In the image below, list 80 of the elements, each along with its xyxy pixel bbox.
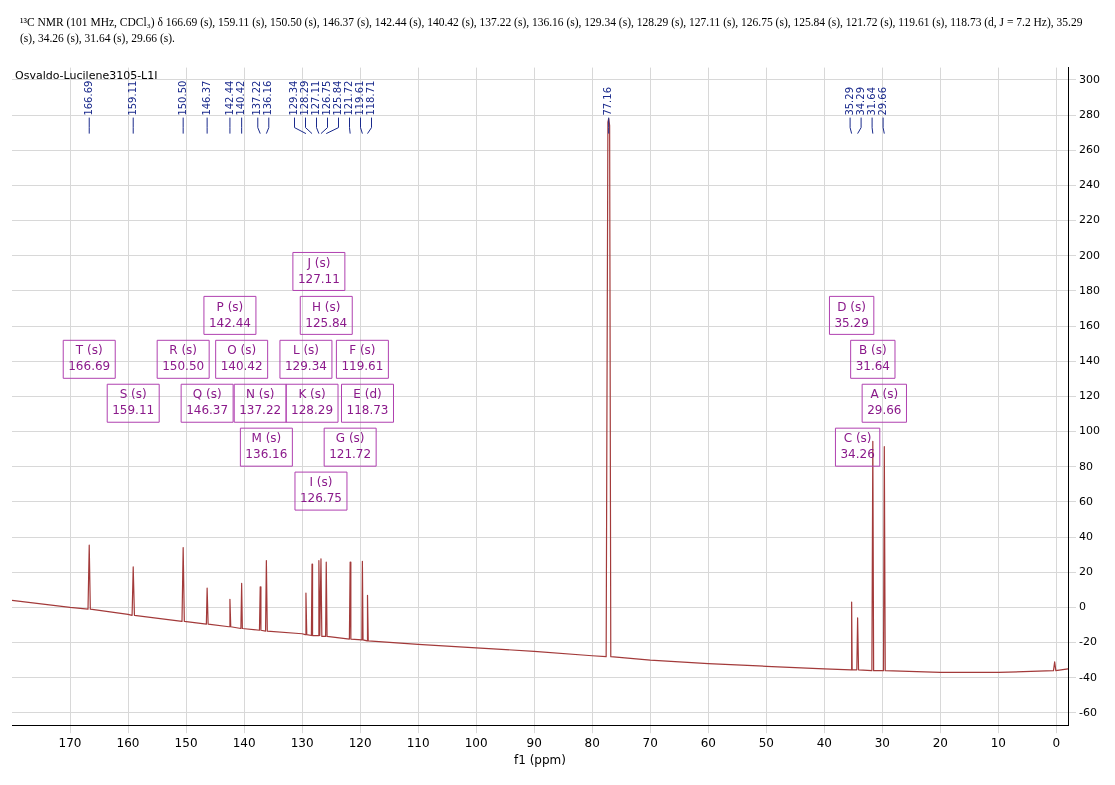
y-tick-label: 240 bbox=[1079, 178, 1100, 192]
annotation: F (s) 119.61 bbox=[341, 343, 384, 374]
annotation: 118.71 bbox=[365, 80, 377, 116]
y-tick-label: 60 bbox=[1079, 494, 1093, 508]
annotation: K (s) 128.29 bbox=[291, 387, 334, 418]
annotation: P (s) 142.44 bbox=[208, 299, 251, 330]
annotation: 119.61 bbox=[354, 80, 366, 116]
annotation: N (s) 137.22 bbox=[239, 387, 282, 418]
annotation: 166.69 bbox=[82, 80, 94, 116]
x-tick-label: 120 bbox=[348, 735, 372, 750]
y-tick-label: 20 bbox=[1079, 565, 1093, 579]
y-tick-label: 120 bbox=[1079, 389, 1100, 403]
y-tick-label: 80 bbox=[1079, 459, 1093, 473]
x-tick-label: 160 bbox=[116, 735, 140, 750]
annotation: Q (s) 146.37 bbox=[186, 387, 229, 418]
x-tick-label: 170 bbox=[58, 735, 82, 750]
x-tick-label: 40 bbox=[816, 735, 832, 750]
x-tick-label: 130 bbox=[290, 735, 314, 750]
x-tick-label: 100 bbox=[464, 735, 488, 750]
annotation: 136.16 bbox=[262, 80, 274, 116]
y-tick-label: -60 bbox=[1079, 705, 1097, 719]
y-tick-label: 260 bbox=[1079, 143, 1100, 157]
annotation: 150.50 bbox=[176, 80, 188, 116]
chart-title: ¹³C NMR (101 MHz, CDCl₃) δ 166.69 (s), 159.11 (s), 150.50 (s), 146.37 (s), 142.44 (s), 140.42 (s), 137.22 (s), 136.16 (s), 129.34 (s), 128.29 (s), 127.11 (s), 126.75 (s), 125.84 (s), 121.72 (s), 119.61 (s), 118.73 (d, J = 7.2 Hz), 35.29 (s), 34.26 (s), 31.64 (s), 29.66 (s). bbox=[19, 15, 1084, 47]
annotation: J (s) 127.11 bbox=[297, 255, 340, 286]
annotation: 34.29 bbox=[854, 86, 866, 116]
annotation: B (s) 31.64 bbox=[855, 343, 890, 374]
annotation: 125.84 bbox=[332, 80, 344, 116]
annotation: G (s) 121.72 bbox=[329, 431, 372, 462]
x-tick-label: 70 bbox=[642, 735, 658, 750]
annotation: 121.72 bbox=[343, 80, 355, 116]
annotation: 142.44 bbox=[223, 80, 235, 116]
annotation: 137.22 bbox=[251, 80, 263, 116]
x-tick-label: 110 bbox=[406, 735, 430, 750]
y-tick-label: 220 bbox=[1079, 213, 1100, 227]
annotation: A (s) 29.66 bbox=[867, 387, 902, 418]
x-tick-label: 80 bbox=[584, 735, 600, 750]
x-tick-label: 30 bbox=[874, 735, 890, 750]
annotation: 128.29 bbox=[299, 80, 311, 116]
annotation: 127.11 bbox=[310, 80, 322, 116]
annotation: T (s) 166.69 bbox=[68, 343, 111, 374]
x-axis-title: f1 (ppm) bbox=[514, 752, 566, 767]
annotation: D (s) 35.29 bbox=[834, 299, 869, 330]
y-tick-label: -40 bbox=[1079, 670, 1097, 684]
y-tick-label: 280 bbox=[1079, 107, 1100, 121]
y-tick-label: 0 bbox=[1079, 600, 1086, 614]
annotation: S (s) 159.11 bbox=[112, 387, 155, 418]
annotation: M (s) 136.16 bbox=[245, 431, 288, 462]
y-tick-label: 300 bbox=[1079, 72, 1100, 86]
annotation: 31.64 bbox=[865, 86, 877, 116]
annotation: L (s) 129.34 bbox=[284, 343, 327, 374]
y-tick-label: 140 bbox=[1079, 354, 1100, 368]
x-tick-label: 60 bbox=[700, 735, 716, 750]
annotation: 35.29 bbox=[843, 86, 855, 116]
annotation: 129.34 bbox=[288, 80, 300, 116]
annotation: H (s) 125.84 bbox=[305, 299, 348, 330]
annotation: 159.11 bbox=[126, 80, 138, 116]
x-tick-label: 0 bbox=[1052, 735, 1061, 750]
y-tick-label: 160 bbox=[1079, 318, 1100, 332]
y-tick-label: 40 bbox=[1079, 529, 1093, 543]
annotation: 140.42 bbox=[235, 80, 247, 116]
annotation: I (s) 126.75 bbox=[299, 475, 342, 506]
x-tick-label: 150 bbox=[174, 735, 198, 750]
x-tick-label: 140 bbox=[232, 735, 256, 750]
x-tick-label: 50 bbox=[758, 735, 774, 750]
x-tick-label: 10 bbox=[990, 735, 1007, 750]
x-tick-label: 20 bbox=[932, 735, 948, 750]
y-tick-label: 180 bbox=[1079, 283, 1100, 297]
annotation: R (s) 150.50 bbox=[162, 343, 205, 374]
annotation: 29.66 bbox=[876, 86, 888, 116]
y-tick-label: -20 bbox=[1079, 635, 1097, 649]
annotation: 77.16 bbox=[602, 86, 614, 116]
annotation: E (d) 118.73 bbox=[346, 387, 389, 418]
x-tick-label: 90 bbox=[526, 735, 542, 750]
annotation: 146.37 bbox=[200, 80, 212, 116]
annotation: O (s) 140.42 bbox=[220, 343, 263, 374]
y-tick-label: 100 bbox=[1079, 424, 1100, 438]
annotation: Osvaldo-Lucilene3105-L1I bbox=[15, 68, 158, 82]
annotation: 126.75 bbox=[321, 80, 333, 116]
y-tick-label: 200 bbox=[1079, 248, 1100, 262]
